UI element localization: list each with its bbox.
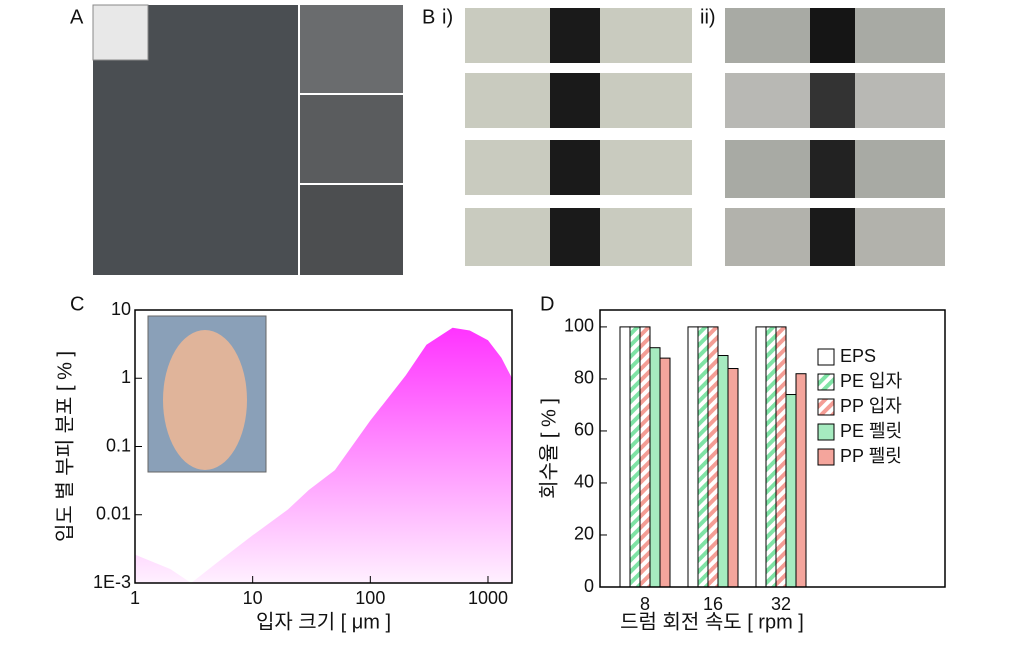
x-tick-label: 32 [771, 594, 791, 614]
y-tick-label: 40 [574, 472, 594, 492]
inset-finger [163, 330, 247, 470]
panel-label: C [70, 293, 84, 315]
bar [629, 326, 641, 588]
area [135, 327, 512, 583]
photo-a3 [300, 185, 403, 275]
bar [765, 326, 777, 588]
bar [659, 357, 671, 588]
y-tick-label: 0.1 [106, 435, 131, 455]
y-tick-label: 100 [564, 316, 594, 336]
bar [707, 326, 719, 588]
photo-a-inset [92, 4, 149, 61]
legend-swatch [817, 448, 835, 466]
y-tick-label: 1 [121, 367, 131, 387]
photos-b [465, 8, 945, 266]
legend-swatch [817, 423, 835, 441]
y-tick-label: 60 [574, 420, 594, 440]
photo-a2 [300, 95, 403, 183]
y-axis-label: 회수율 [ % ] [537, 398, 560, 499]
y-tick-label: 1E-3 [93, 572, 131, 592]
x-tick-label: 16 [703, 594, 723, 614]
legend-label: PP 펠릿 [840, 446, 902, 466]
bar [717, 355, 729, 588]
x-tick-label: 1000 [468, 588, 508, 608]
plot-frame [599, 309, 946, 588]
y-tick-label: 0 [584, 576, 594, 596]
bar [755, 326, 767, 588]
bar [639, 326, 651, 588]
legend-swatch [817, 398, 835, 416]
y-tick-label: 10 [111, 299, 131, 319]
legend-label: PP 입자 [840, 396, 902, 416]
panel-label: ii) [700, 6, 716, 28]
legend-label: EPS [840, 346, 876, 366]
legend-label: PE 펠릿 [840, 421, 902, 441]
panel-label: i) [442, 6, 453, 28]
x-axis-label: 입자 크기 [ μm ] [256, 610, 391, 633]
legend-swatch [817, 373, 835, 391]
photo-a1 [300, 5, 403, 93]
bar [697, 326, 709, 588]
legend-swatch [817, 348, 835, 366]
x-tick-label: 100 [355, 588, 385, 608]
bar [775, 326, 787, 588]
y-tick-label: 0.01 [96, 504, 131, 524]
bar [687, 326, 699, 588]
panel-label: B [422, 6, 435, 28]
bar [649, 347, 661, 588]
bar [619, 326, 631, 588]
bar [727, 368, 739, 588]
x-axis-label: 드럼 회전 속도 [ rpm ] [620, 610, 804, 633]
y-tick-label: 80 [574, 368, 594, 388]
bar [785, 394, 797, 588]
y-axis-label: 입도 별 부피 분포 [ % ] [53, 351, 76, 542]
x-tick-label: 8 [640, 594, 650, 614]
y-tick-label: 20 [574, 524, 594, 544]
bar [795, 373, 807, 588]
x-tick-label: 10 [243, 588, 263, 608]
panel-label: A [70, 6, 84, 28]
legend-label: PE 입자 [840, 371, 903, 391]
panel-label: D [540, 293, 554, 315]
x-tick-label: 1 [130, 588, 140, 608]
